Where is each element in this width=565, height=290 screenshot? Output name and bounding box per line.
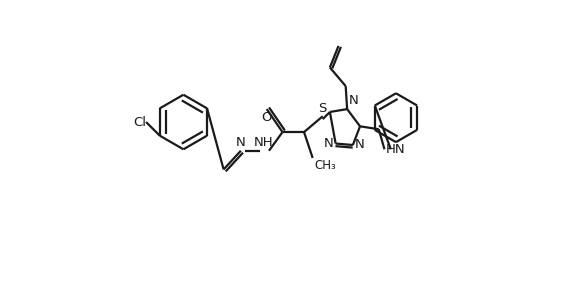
Text: N: N: [324, 137, 333, 150]
Text: N: N: [236, 136, 246, 149]
Text: N: N: [354, 139, 364, 151]
Text: N: N: [349, 94, 358, 107]
Text: S: S: [319, 102, 327, 115]
Text: HN: HN: [386, 143, 406, 156]
Text: CH₃: CH₃: [314, 160, 336, 172]
Text: Cl: Cl: [133, 115, 146, 128]
Text: NH: NH: [254, 136, 273, 149]
Text: O: O: [262, 110, 272, 124]
